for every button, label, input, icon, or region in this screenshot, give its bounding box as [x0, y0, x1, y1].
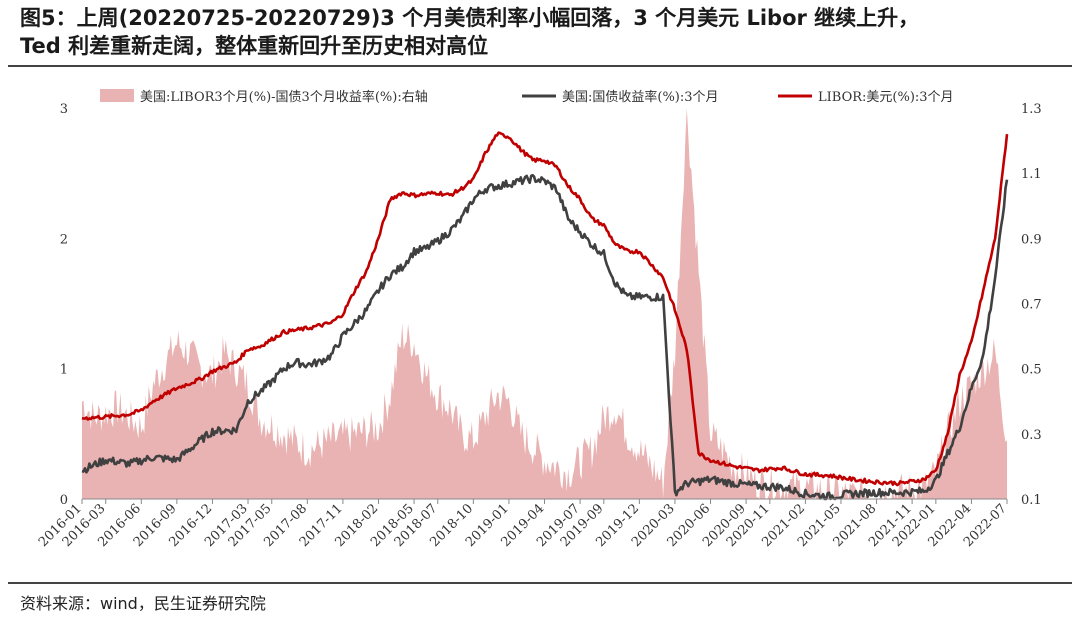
legend-item-treasury: 美国:国债收益率(%):3个月	[522, 89, 719, 105]
legend-label: 美国:国债收益率(%):3个月	[562, 89, 719, 105]
legend-item-spread: 美国:LIBOR3个月(%)-国债3个月收益率(%):右轴	[100, 89, 428, 105]
top-divider	[8, 65, 1072, 67]
right-axis-tick-label: 0.5	[1021, 363, 1042, 378]
title-line-2: Ted 利差重新走阔，整体重新回升至历史相对高位	[20, 34, 489, 58]
treasury-yield-line	[81, 173, 1009, 501]
title-line-1: 图5：上周(20220725-20220729)3 个月美债利率小幅回落，3 个…	[20, 6, 920, 30]
source-note: 资料来源：wind，民生证券研究院	[20, 594, 266, 613]
left-axis-tick-label: 2	[60, 232, 68, 247]
left-axis-tick-label: 0	[60, 493, 68, 508]
legend: 美国:LIBOR3个月(%)-国债3个月收益率(%):右轴 美国:国债收益率(%)…	[100, 89, 954, 105]
right-axis-tick-label: 1.3	[1021, 102, 1042, 117]
right-axis-tick-label: 0.7	[1021, 298, 1042, 313]
right-axis-tick-label: 1.1	[1021, 167, 1042, 182]
legend-swatch	[100, 89, 134, 102]
right-axis-tick-label: 0.1	[1021, 493, 1042, 508]
spread-area-series	[82, 108, 1007, 499]
libor-line	[81, 131, 1009, 487]
bottom-divider	[8, 582, 1072, 584]
left-axis-tick-label: 3	[60, 102, 68, 117]
line-series-group	[81, 131, 1009, 501]
spread-series-area	[82, 108, 1007, 499]
legend-label: 美国:LIBOR3个月(%)-国债3个月收益率(%):右轴	[140, 89, 428, 105]
right-axis-tick-label: 0.3	[1021, 428, 1042, 443]
left-axis-tick-label: 1	[60, 363, 68, 378]
right-axis-tick-label: 0.9	[1021, 232, 1042, 247]
chart-canvas: 美国:LIBOR3个月(%)-国债3个月收益率(%):右轴 美国:国债收益率(%)…	[36, 89, 1042, 550]
legend-label: LIBOR:美元(%):3个月	[818, 90, 954, 105]
legend-item-libor: LIBOR:美元(%):3个月	[778, 90, 954, 105]
chart-title: 图5：上周(20220725-20220729)3 个月美债利率小幅回落，3 个…	[20, 4, 1070, 60]
